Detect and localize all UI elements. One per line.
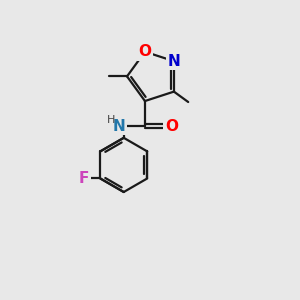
Text: F: F [79,171,89,186]
Text: O: O [138,44,152,59]
Text: N: N [167,54,180,69]
Text: H: H [107,115,116,124]
Text: N: N [113,118,126,134]
Text: O: O [165,118,178,134]
